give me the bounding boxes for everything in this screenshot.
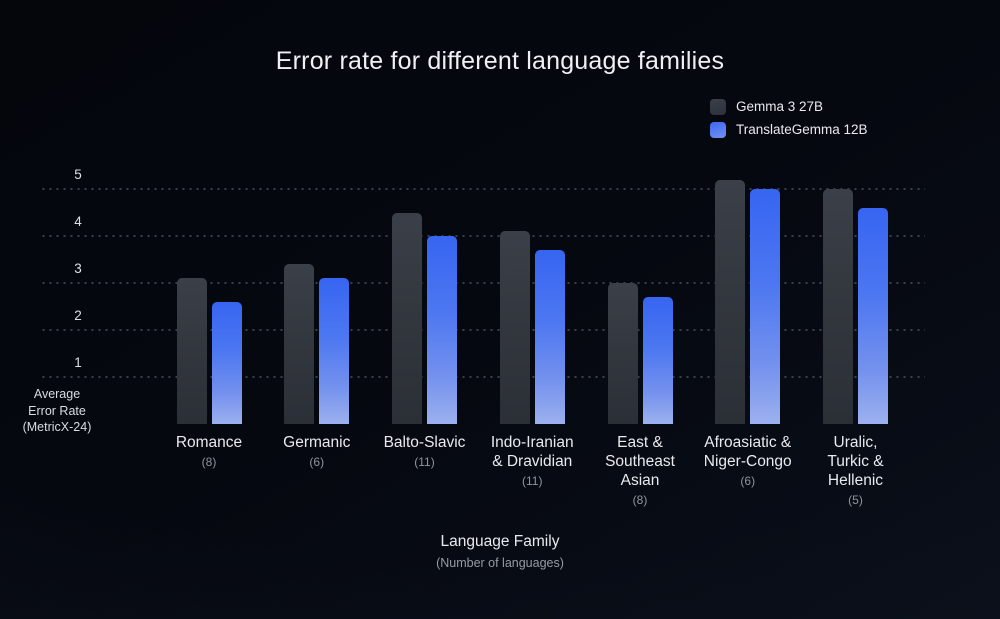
legend-label: Gemma 3 27B [736, 99, 824, 114]
category-language-count: (6) [740, 473, 756, 488]
y-tick-label-4: 4 [74, 214, 82, 229]
y-tick-label-5: 5 [74, 167, 82, 182]
category-name: East & Southeast Asian [605, 434, 675, 489]
category-language-count: (6) [309, 454, 325, 469]
x-axis-title: Language Family [440, 533, 560, 550]
legend-label: TranslateGemma 12B [736, 122, 868, 137]
category-language-count: (11) [522, 473, 543, 488]
legend-swatch-blue [710, 121, 726, 138]
bar-gemma-3-27b-uralic-turkic-hellenic [823, 189, 853, 424]
bar-gemma-3-27b-east-southeast-asian [607, 283, 638, 424]
bar-translategemma-12b-afroasiatic-niger-congo [750, 189, 781, 424]
category-label-uralic-turkic-hellenic: Uralic, Turkic & Hellenic (5) [788, 434, 924, 507]
gridline-y4 [40, 235, 925, 237]
bar-gemma-3-27b-romance [176, 278, 207, 424]
category-name: Romance [175, 434, 243, 451]
category-label-germanic: Germanic (6) [249, 434, 385, 469]
bar-translategemma-12b-uralic-turkic-hellenic [858, 207, 888, 424]
bar-translategemma-12b-indo-iranian-dravidian [534, 250, 565, 424]
category-language-count: (8) [632, 492, 648, 507]
x-axis-subtitle: (Number of languages) [436, 556, 564, 570]
bar-translategemma-12b-romance [211, 301, 242, 424]
bar-gemma-3-27b-indo-iranian-dravidian [499, 231, 530, 424]
chart-title: Error rate for different language famili… [275, 47, 725, 75]
legend-item-gemma-3-27b: Gemma 3 27B [710, 98, 868, 115]
category-name: Indo-Iranian & Dravidian [490, 434, 574, 470]
y-axis-title-line: Average [33, 387, 81, 401]
y-tick-label-1: 1 [74, 355, 82, 370]
category-label-romance: Romance (8) [141, 434, 277, 469]
gridline-y5 [40, 188, 925, 190]
legend: Gemma 3 27B TranslateGemma 12B [710, 98, 868, 144]
y-axis-title-line: Error Rate [28, 403, 86, 418]
category-language-count: (8) [201, 454, 217, 469]
category-name: Afroasiatic & Niger-Congo [703, 434, 792, 470]
category-name: Uralic, Turkic & Hellenic [827, 434, 884, 489]
category-label-east-southeast-asian: East & Southeast Asian (8) [572, 434, 708, 507]
x-axis-title-block: Language Family (Number of languages) [0, 533, 1000, 570]
gridline-y3 [40, 282, 925, 284]
legend-item-translategemma-12b: TranslateGemma 12B [710, 121, 868, 138]
category-label-indo-iranian-dravidian: Indo-Iranian & Dravidian (11) [464, 434, 600, 488]
legend-swatch-gray [710, 98, 726, 115]
gridline-y1 [40, 376, 925, 378]
bar-translategemma-12b-balto-slavic [427, 236, 457, 424]
bar-translategemma-12b-germanic [319, 278, 350, 424]
y-tick-label-2: 2 [74, 308, 82, 323]
bar-gemma-3-27b-afroasiatic-niger-congo [715, 179, 746, 424]
bar-translategemma-12b-east-southeast-asian [642, 297, 673, 424]
category-label-balto-slavic: Balto-Slavic (11) [357, 434, 493, 469]
category-name: Germanic [283, 434, 351, 451]
y-axis-title-line: (MetricX-24) [22, 420, 92, 434]
category-label-afroasiatic-niger-congo: Afroasiatic & Niger-Congo (6) [680, 434, 816, 488]
category-language-count: (11) [414, 454, 435, 469]
bar-gemma-3-27b-balto-slavic [392, 212, 422, 424]
bar-gemma-3-27b-germanic [284, 264, 315, 424]
category-language-count: (5) [848, 492, 863, 507]
gridline-y2 [40, 329, 925, 331]
y-tick-label-3: 3 [74, 261, 82, 276]
category-name: Balto-Slavic [383, 434, 466, 451]
y-axis-title: Average Error Rate (MetricX-24) [2, 386, 112, 436]
